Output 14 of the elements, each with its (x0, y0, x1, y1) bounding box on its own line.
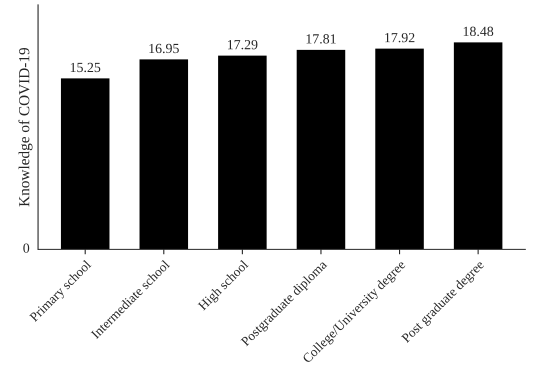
data-label: 16.95 (149, 44, 179, 54)
data-label: 17.92 (385, 32, 414, 42)
bar (375, 48, 424, 250)
data-label: 18.48 (464, 26, 494, 36)
bar (140, 59, 188, 250)
bar (454, 42, 502, 250)
bar (296, 50, 346, 250)
text: 0 (23, 243, 30, 253)
bar (218, 56, 267, 250)
data-label: 15.25 (70, 62, 100, 72)
y-axis-title: Knowledge of COVID-19 (18, 48, 32, 206)
data-label: 17.81 (306, 34, 336, 44)
bar (60, 78, 110, 250)
data-label: 17.29 (228, 40, 258, 50)
